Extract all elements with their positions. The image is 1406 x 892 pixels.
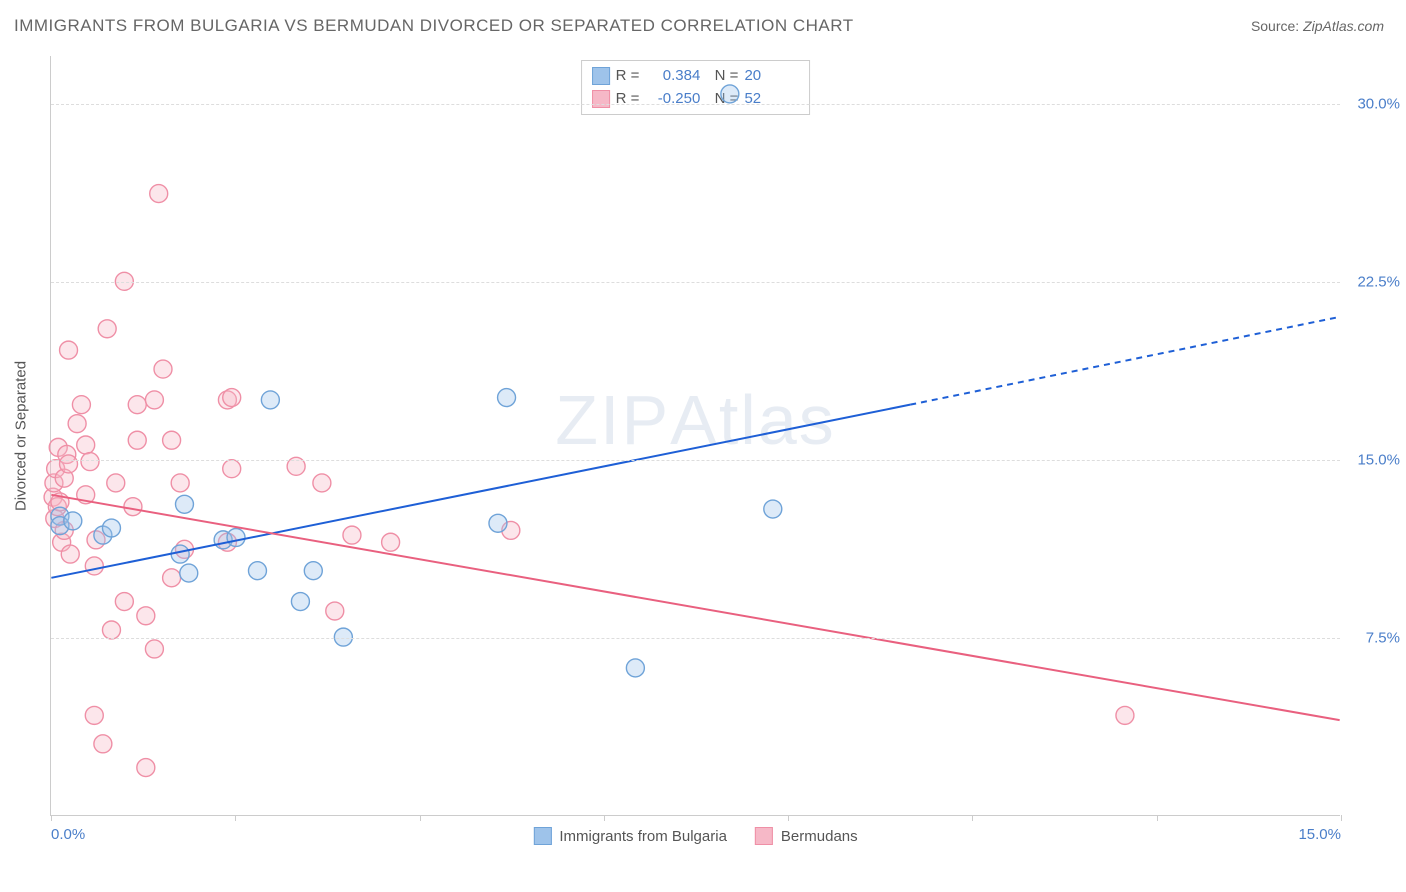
data-point bbox=[137, 607, 155, 625]
source-value: ZipAtlas.com bbox=[1303, 18, 1384, 34]
x-tick bbox=[788, 815, 789, 821]
source-label: Source: bbox=[1251, 18, 1299, 34]
y-axis-title: Divorced or Separated bbox=[13, 360, 30, 510]
data-point bbox=[61, 545, 79, 563]
grid-line bbox=[51, 638, 1340, 639]
data-point bbox=[85, 706, 103, 724]
data-point bbox=[163, 431, 181, 449]
legend-series: Immigrants from Bulgaria Bermudans bbox=[533, 827, 857, 845]
data-point bbox=[343, 526, 361, 544]
x-tick-label: 0.0% bbox=[51, 826, 85, 843]
x-tick bbox=[1341, 815, 1342, 821]
data-point bbox=[137, 759, 155, 777]
data-point bbox=[261, 391, 279, 409]
trend-line bbox=[51, 495, 1339, 720]
data-point bbox=[102, 621, 120, 639]
legend-swatch bbox=[755, 827, 773, 845]
data-point bbox=[721, 85, 739, 103]
data-point bbox=[1116, 706, 1134, 724]
data-point bbox=[124, 498, 142, 516]
data-point bbox=[115, 593, 133, 611]
data-point bbox=[94, 735, 112, 753]
data-point bbox=[326, 602, 344, 620]
x-tick bbox=[51, 815, 52, 821]
chart-title: IMMIGRANTS FROM BULGARIA VS BERMUDAN DIV… bbox=[14, 16, 854, 36]
data-point bbox=[60, 341, 78, 359]
legend-item: Immigrants from Bulgaria bbox=[533, 827, 727, 845]
data-point bbox=[128, 431, 146, 449]
data-point bbox=[81, 453, 99, 471]
y-tick-label: 22.5% bbox=[1345, 273, 1400, 290]
plot-area: Divorced or Separated ZIPAtlas R =0.384 … bbox=[50, 56, 1340, 816]
data-point bbox=[227, 529, 245, 547]
data-point bbox=[68, 415, 86, 433]
data-point bbox=[171, 474, 189, 492]
y-tick-label: 7.5% bbox=[1345, 629, 1400, 646]
legend-item-label: Immigrants from Bulgaria bbox=[559, 828, 727, 845]
data-point bbox=[291, 593, 309, 611]
data-point bbox=[98, 320, 116, 338]
data-point bbox=[107, 474, 125, 492]
legend-swatch bbox=[533, 827, 551, 845]
data-point bbox=[382, 533, 400, 551]
chart-svg bbox=[51, 56, 1340, 815]
x-tick bbox=[1157, 815, 1158, 821]
data-point bbox=[85, 557, 103, 575]
data-point bbox=[304, 562, 322, 580]
x-tick bbox=[604, 815, 605, 821]
data-point bbox=[313, 474, 331, 492]
data-point bbox=[498, 389, 516, 407]
data-point bbox=[626, 659, 644, 677]
x-tick bbox=[235, 815, 236, 821]
data-point bbox=[163, 569, 181, 587]
data-point bbox=[60, 455, 78, 473]
legend-item-label: Bermudans bbox=[781, 828, 858, 845]
x-tick bbox=[972, 815, 973, 821]
x-tick-label: 15.0% bbox=[1298, 826, 1341, 843]
legend-item: Bermudans bbox=[755, 827, 858, 845]
y-tick-label: 30.0% bbox=[1345, 95, 1400, 112]
data-point bbox=[72, 396, 90, 414]
data-point bbox=[128, 396, 146, 414]
data-point bbox=[223, 389, 241, 407]
data-point bbox=[102, 519, 120, 537]
grid-line bbox=[51, 460, 1340, 461]
x-tick bbox=[420, 815, 421, 821]
trend-line-extrapolated bbox=[910, 317, 1339, 405]
data-point bbox=[180, 564, 198, 582]
data-point bbox=[77, 436, 95, 454]
data-point bbox=[145, 640, 163, 658]
grid-line bbox=[51, 282, 1340, 283]
data-point bbox=[64, 512, 82, 530]
grid-line bbox=[51, 104, 1340, 105]
data-point bbox=[489, 514, 507, 532]
data-point bbox=[150, 185, 168, 203]
data-point bbox=[764, 500, 782, 518]
data-point bbox=[223, 460, 241, 478]
data-point bbox=[248, 562, 266, 580]
data-point bbox=[175, 495, 193, 513]
data-point bbox=[145, 391, 163, 409]
data-point bbox=[154, 360, 172, 378]
source-attribution: Source: ZipAtlas.com bbox=[1251, 18, 1384, 34]
y-tick-label: 15.0% bbox=[1345, 451, 1400, 468]
